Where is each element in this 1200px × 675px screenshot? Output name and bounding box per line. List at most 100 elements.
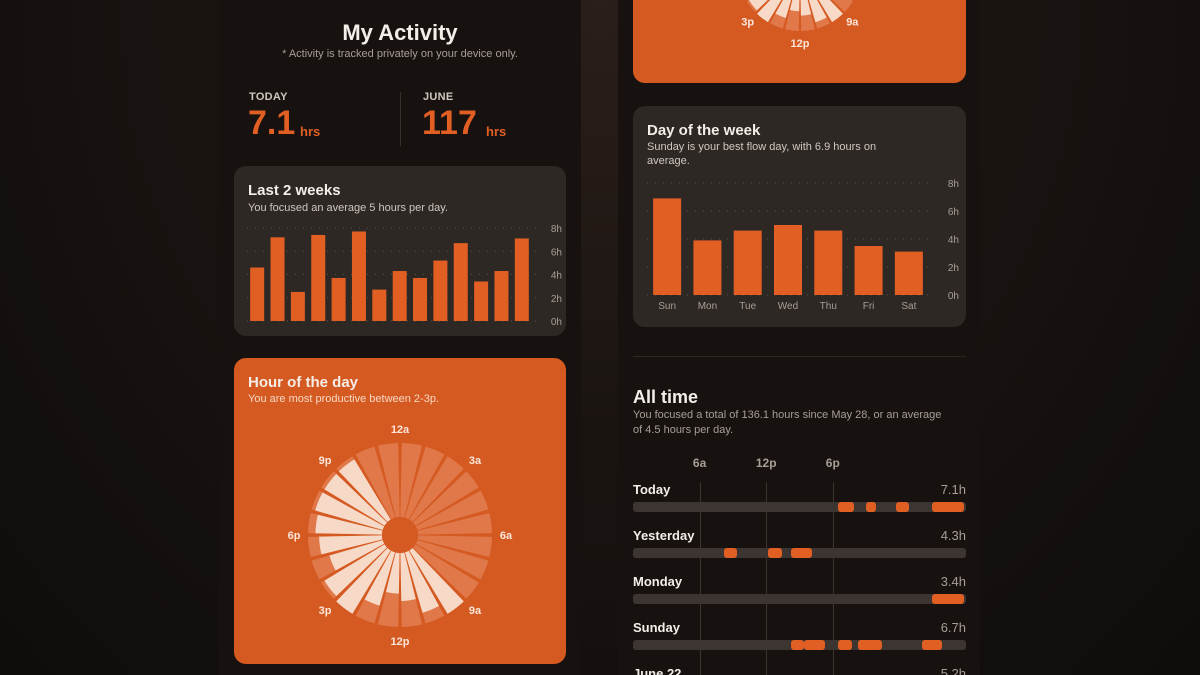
stat-today-value: 7.1 xyxy=(248,104,296,142)
hour-track xyxy=(415,490,489,530)
focus-session-segment[interactable] xyxy=(896,502,910,512)
hour-bar[interactable] xyxy=(805,0,827,23)
hour-bar[interactable] xyxy=(748,0,787,11)
focus-session-segment[interactable] xyxy=(921,640,942,650)
hour-of-day-card[interactable]: Hour of the day You are most productive … xyxy=(234,358,566,664)
all-time-title: All time xyxy=(633,387,699,407)
bar[interactable] xyxy=(433,260,448,321)
bar[interactable] xyxy=(250,267,265,321)
x-tick-label: Wed xyxy=(778,301,798,312)
hour-bar[interactable] xyxy=(364,550,395,606)
timeline-row-label: Today xyxy=(633,482,671,497)
bar[interactable] xyxy=(514,238,529,321)
section-divider xyxy=(633,356,966,357)
hour-bar[interactable] xyxy=(338,459,391,523)
bar[interactable] xyxy=(351,231,366,321)
hour-axis-label: 3a xyxy=(469,455,482,467)
last-two-weeks-card[interactable]: Last 2 weeks You focused an average 5 ho… xyxy=(234,166,566,336)
timeline-hour-label: 6a xyxy=(692,456,707,470)
y-tick-label: 8h xyxy=(948,179,959,190)
hour-bar[interactable] xyxy=(324,544,388,597)
bar[interactable] xyxy=(693,240,722,295)
hour-bar[interactable] xyxy=(400,552,416,602)
timeline-track[interactable] xyxy=(633,594,966,604)
focus-session-segment[interactable] xyxy=(931,502,964,512)
timeline-row-label: Sunday xyxy=(633,620,680,635)
hour-bar[interactable] xyxy=(315,492,385,530)
hour-bar[interactable] xyxy=(409,547,464,614)
focus-session-segment[interactable] xyxy=(790,640,804,650)
hour-of-day-card-partial[interactable]: 3p 12p 9a xyxy=(633,0,966,83)
hour-bar[interactable] xyxy=(809,0,843,23)
hour-of-day-chart: 12a 3a 6a 9a 12p 3p 6p 9p xyxy=(288,424,513,648)
focus-session-segment[interactable] xyxy=(866,502,877,512)
timeline-row-label: June 22 xyxy=(633,666,682,675)
bar[interactable] xyxy=(290,291,305,321)
timeline-row-total: 7.1h xyxy=(940,482,966,497)
bar[interactable] xyxy=(270,237,285,321)
day-of-week-card[interactable]: Day of the week Sunday is your best flow… xyxy=(633,106,966,327)
focus-session-segment[interactable] xyxy=(858,640,882,650)
focus-session-segment[interactable] xyxy=(724,548,738,558)
bar[interactable] xyxy=(413,277,428,321)
bar[interactable] xyxy=(331,277,346,321)
bar[interactable] xyxy=(392,271,407,321)
timeline-track[interactable] xyxy=(633,640,966,650)
focus-session-segment[interactable] xyxy=(931,594,964,604)
hour-bar[interactable] xyxy=(319,535,383,555)
hour-axis-label: 12p xyxy=(391,636,410,648)
bar[interactable] xyxy=(653,198,682,295)
bar[interactable] xyxy=(494,271,509,321)
card-subtitle: Sunday is your best flow day, with 6.9 h… xyxy=(647,141,877,167)
hour-bar[interactable] xyxy=(385,552,400,594)
hour-bar[interactable] xyxy=(800,0,812,16)
hour-bar[interactable] xyxy=(336,547,391,614)
y-tick-label: 0h xyxy=(948,291,959,302)
focus-session-segment[interactable] xyxy=(803,640,826,650)
timeline-row-total: 6.7h xyxy=(940,620,966,635)
bar[interactable] xyxy=(733,230,762,295)
y-tick-label: 4h xyxy=(948,235,959,246)
hour-track xyxy=(377,443,400,518)
hour-track xyxy=(417,512,492,535)
timeline-row-total: 4.3h xyxy=(940,528,966,543)
timeline-track[interactable] xyxy=(633,548,966,558)
bar[interactable] xyxy=(311,234,326,321)
bar[interactable] xyxy=(814,230,843,295)
phone-screen-left: My Activity * Activity is tracked privat… xyxy=(219,0,581,675)
card-subtitle: You focused an average 5 hours per day. xyxy=(248,202,448,214)
card-title: Day of the week xyxy=(647,122,761,139)
hour-bar[interactable] xyxy=(405,550,440,613)
y-tick-label: 2h xyxy=(551,294,562,305)
hour-bar[interactable] xyxy=(775,0,795,18)
bar[interactable] xyxy=(372,289,387,321)
focus-session-segment[interactable] xyxy=(790,548,812,558)
hour-track xyxy=(832,0,854,12)
bar[interactable] xyxy=(854,246,883,295)
bar[interactable] xyxy=(474,281,489,321)
focus-session-segment[interactable] xyxy=(838,502,854,512)
stat-month-value: 117 xyxy=(422,104,477,142)
page-title: My Activity xyxy=(342,20,458,45)
hour-bar[interactable] xyxy=(329,540,385,571)
timeline-track[interactable] xyxy=(633,502,966,512)
timeline-gridline xyxy=(699,482,701,675)
hour-bar[interactable] xyxy=(789,0,800,12)
focus-session-segment[interactable] xyxy=(768,548,782,558)
radial-center xyxy=(382,517,418,553)
timeline-row-label: Yesterday xyxy=(633,528,695,543)
bar[interactable] xyxy=(453,243,468,321)
hour-track xyxy=(412,544,479,599)
hour-axis-label: 9p xyxy=(319,455,332,467)
focus-session-segment[interactable] xyxy=(838,640,852,650)
hour-bar[interactable] xyxy=(757,0,791,23)
bar[interactable] xyxy=(894,251,923,295)
hour-bar[interactable] xyxy=(315,514,383,535)
timeline-gridline xyxy=(766,482,768,675)
y-tick-label: 6h xyxy=(948,207,959,218)
hour-bar[interactable] xyxy=(324,473,388,526)
bar[interactable] xyxy=(774,225,802,295)
stat-today-unit: hrs xyxy=(300,124,321,139)
hour-track xyxy=(415,540,489,580)
timeline-row-label: Monday xyxy=(633,574,683,589)
